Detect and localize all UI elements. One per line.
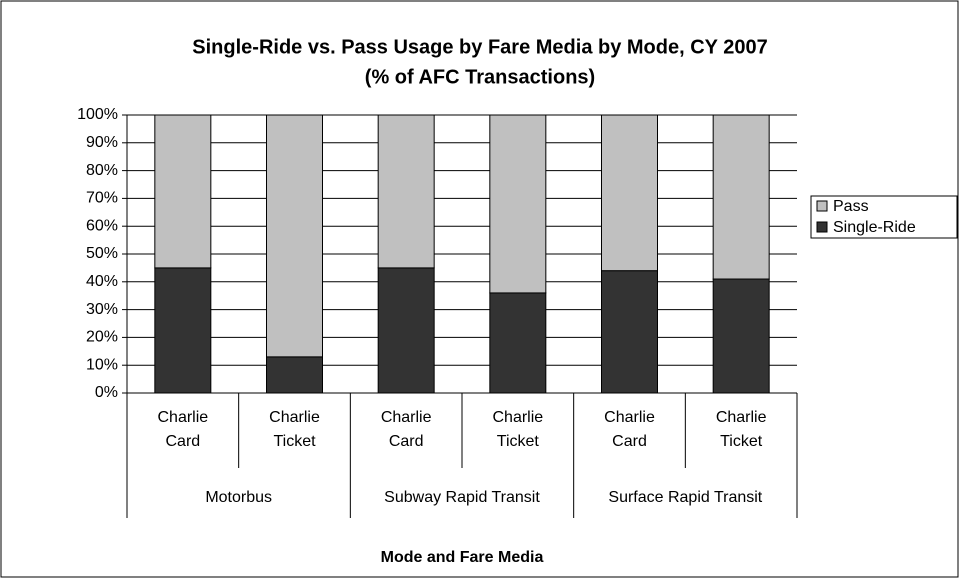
bar-segment xyxy=(266,114,323,358)
bar-segment xyxy=(154,267,212,394)
y-tick-label: 80% xyxy=(86,162,118,179)
group-label: Motorbus xyxy=(205,489,273,506)
group-label: Subway Rapid Transit xyxy=(384,489,540,506)
x-tick-label: Charlie Ticket xyxy=(269,409,320,450)
bar-segment xyxy=(154,114,212,269)
legend-swatch xyxy=(816,200,828,212)
x-tick-label: Charlie Card xyxy=(604,409,655,450)
bar-segment xyxy=(601,114,658,272)
group-label: Surface Rapid Transit xyxy=(608,489,763,506)
bar-segment xyxy=(377,267,435,394)
x-tick-label: Charlie Card xyxy=(157,409,209,450)
bar-segment xyxy=(377,114,435,269)
y-tick-label: 50% xyxy=(86,245,118,262)
y-tick-label: 20% xyxy=(86,329,118,346)
legend-label: Single-Ride xyxy=(833,219,916,236)
x-tick-label: Charlie Ticket xyxy=(715,409,767,450)
bar-segment xyxy=(712,114,770,280)
y-tick-label: 40% xyxy=(86,273,118,290)
bar-segment xyxy=(712,278,770,394)
legend-swatch xyxy=(816,221,828,233)
y-tick-label: 10% xyxy=(86,356,118,373)
y-tick-label: 0% xyxy=(95,384,118,401)
y-tick-label: 90% xyxy=(86,134,118,151)
legend-box xyxy=(810,195,958,239)
x-tick-label: Charlie Ticket xyxy=(492,409,544,450)
bar-segment xyxy=(601,270,658,394)
legend-label: Pass xyxy=(833,198,869,215)
bar-segment xyxy=(489,114,547,294)
x-tick-label: Charlie Card xyxy=(380,409,432,450)
x-axis-title: Mode and Fare Media xyxy=(381,549,544,566)
y-tick-label: 100% xyxy=(77,106,118,123)
bar-segment xyxy=(266,356,323,394)
chart-subtitle: (% of AFC Transactions) xyxy=(365,66,595,88)
chart-title: Single-Ride vs. Pass Usage by Fare Media… xyxy=(192,36,767,58)
y-tick-label: 60% xyxy=(86,217,118,234)
y-tick-label: 30% xyxy=(86,301,118,318)
bar-segment xyxy=(489,292,547,394)
y-tick-label: 70% xyxy=(86,190,118,207)
